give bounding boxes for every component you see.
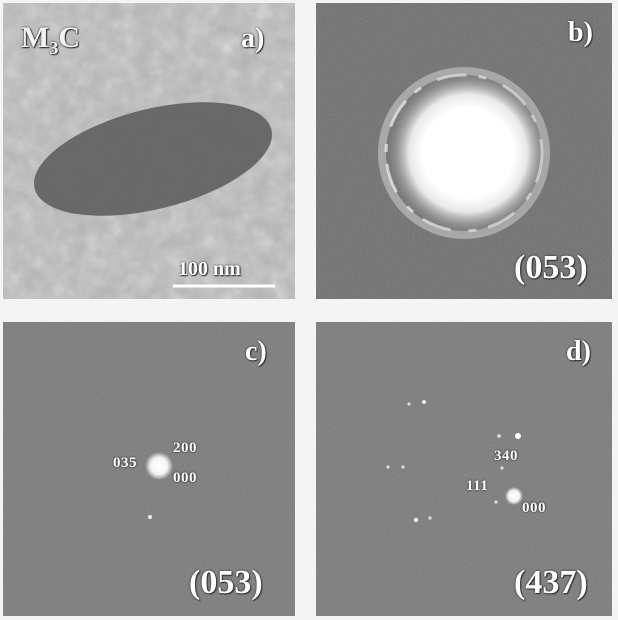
phase-label: M3C [21, 21, 80, 58]
central-spot [145, 452, 173, 480]
tem-micrograph [3, 3, 295, 299]
ring-pattern [316, 3, 612, 299]
spot-pattern-c [3, 322, 295, 616]
spot-pattern-d [316, 322, 612, 616]
panel-d-label: d) [566, 336, 591, 367]
central-spot-d [505, 487, 523, 505]
spot-index-035: 035 [113, 455, 137, 471]
panel-a-label: a) [241, 23, 265, 54]
zone-axis-label-d: (437) [514, 564, 588, 601]
panel-c-label: c) [245, 336, 267, 367]
spot-index-000: 000 [173, 470, 197, 486]
panel-a-bright-field-image: M3C a) 100 nm [3, 3, 295, 299]
zone-axis-label: (053) [514, 249, 588, 286]
spot-index-200: 200 [173, 440, 197, 456]
central-beam-glow [386, 71, 550, 235]
spot-index-340: 340 [494, 448, 518, 464]
panel-b-label: b) [568, 17, 593, 48]
panel-b-diffraction-pattern: b) (053) [316, 3, 612, 299]
spot-index-111: 111 [466, 478, 489, 494]
carbide-particle [34, 102, 272, 216]
spot-index-000-d: 000 [522, 500, 546, 516]
panel-d-diffraction-pattern: 340 111 000 d) (437) [316, 322, 612, 616]
scale-bar-label: 100 nm [178, 258, 241, 280]
zone-axis-label-c: (053) [189, 564, 263, 601]
panel-c-diffraction-pattern: 035 200 000 c) (053) [3, 322, 295, 616]
